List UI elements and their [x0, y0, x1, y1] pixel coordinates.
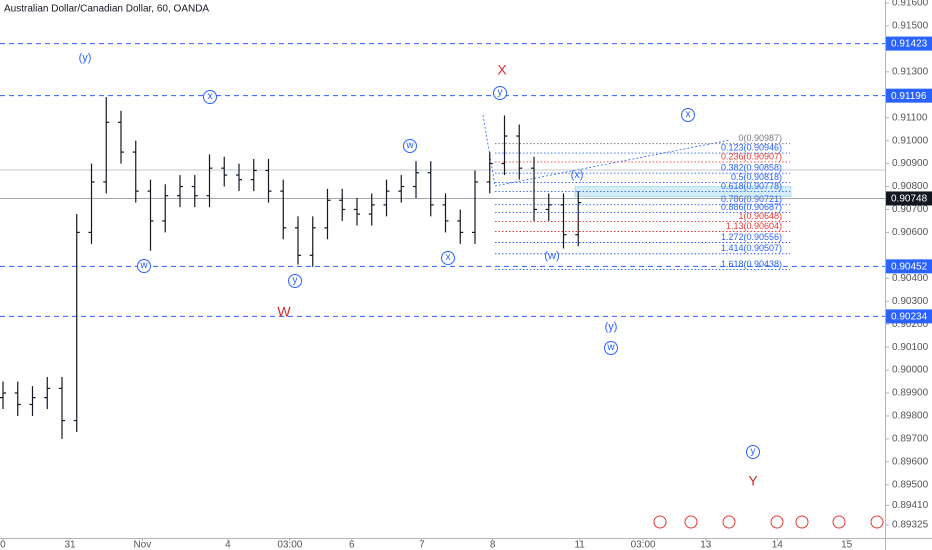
chart-title: Australian Dollar/Canadian Dollar, 60, O… — [4, 4, 209, 15]
fib-zone — [574, 186, 792, 197]
fib-label: 0.5(0.90818) — [731, 172, 782, 182]
price-level-label: 0.90748 — [891, 194, 928, 205]
wave-circle — [441, 251, 455, 265]
wave-label: X — [497, 62, 507, 78]
wave-circle — [746, 445, 760, 459]
y-tick-label: 0.90700 — [892, 204, 929, 215]
x-tick-label: 14 — [772, 540, 784, 550]
fib-label: 0.382(0.90858) — [721, 163, 782, 173]
wave-label: Y — [748, 473, 758, 489]
fib-label: 0.236(0.90907) — [721, 151, 782, 161]
fib-label: 0.786(0.90721) — [721, 194, 782, 204]
price-level-box — [886, 309, 932, 324]
x-tick-label: 15 — [841, 540, 853, 550]
event-icon[interactable] — [870, 515, 884, 529]
y-tick-label: 0.90000 — [892, 365, 929, 376]
x-tick-label: 03:00 — [631, 540, 656, 550]
x-tick-label: 13 — [700, 540, 712, 550]
fib-label: 1(0.90648) — [738, 211, 782, 221]
wave-circle — [403, 139, 417, 153]
wave-label: W — [277, 304, 291, 320]
y-tick-label: 0.89325 — [892, 520, 929, 531]
fib-label: 0.123(0.90946) — [721, 142, 782, 152]
price-level-box — [886, 259, 932, 274]
x-tick-label: 31 — [65, 540, 77, 550]
event-icon[interactable] — [832, 515, 846, 529]
wave-circle — [137, 259, 151, 273]
price-level-box — [886, 191, 932, 206]
price-level-label: 0.91423 — [891, 39, 928, 50]
y-tick-label: 0.90200 — [892, 319, 929, 330]
y-tick-label: 0.91300 — [892, 66, 929, 77]
price-level-box — [886, 88, 932, 103]
event-icon[interactable] — [653, 515, 667, 529]
event-icon[interactable] — [684, 515, 698, 529]
x-tick-label: 0 — [0, 540, 6, 550]
wave-circle — [604, 341, 618, 355]
y-tick-label: 0.90100 — [892, 342, 929, 353]
y-tick-label: 0.89600 — [892, 456, 929, 467]
price-level-box — [886, 36, 932, 51]
wave-label: y — [498, 87, 503, 98]
y-tick-label: 0.89700 — [892, 434, 929, 445]
fib-label: 1.272(0.90556) — [721, 232, 782, 242]
fib-label: 1.414(0.90507) — [721, 243, 782, 253]
wave-label: x — [686, 109, 691, 120]
event-icon[interactable] — [770, 515, 784, 529]
y-tick-label: 0.91600 — [892, 0, 929, 9]
event-icons — [653, 515, 884, 529]
y-tick-label: 0.89500 — [892, 479, 929, 490]
wave-label: w — [139, 260, 148, 271]
wave-label: (y) — [605, 321, 618, 333]
y-tick-label: 0.89800 — [892, 411, 929, 422]
fib-label: 0.886(0.90687) — [721, 202, 782, 212]
wave-label: (w) — [544, 250, 559, 262]
price-level-label: 0.90452 — [891, 262, 928, 273]
wave-circle — [681, 108, 695, 122]
y-tick-label: 0.90800 — [892, 181, 929, 192]
x-tick-label: 4 — [225, 540, 231, 550]
wave-circle — [493, 86, 507, 100]
y-tick-label: 0.89900 — [892, 388, 929, 399]
y-tick-label: 0.90300 — [892, 296, 929, 307]
fib-label: 0.618(0.90778) — [721, 181, 782, 191]
x-tick-label: 11 — [574, 540, 585, 550]
wave-label: (y) — [79, 52, 92, 64]
wave-label: (x) — [571, 169, 584, 181]
y-tick-label: 0.91100 — [892, 112, 928, 123]
x-tick-label: Nov — [133, 540, 151, 550]
y-tick-label: 0.90900 — [892, 158, 929, 169]
trend-line — [482, 114, 496, 187]
wave-label: w — [405, 140, 414, 151]
wave-label: x — [208, 91, 213, 102]
event-icon[interactable] — [795, 515, 809, 529]
y-tick-label: 0.91500 — [892, 21, 929, 32]
x-tick-label: 7 — [419, 540, 425, 550]
wave-label: y — [293, 275, 298, 286]
x-tick-label: 8 — [490, 540, 496, 550]
x-tick-label: 6 — [349, 540, 355, 550]
y-tick-label: 0.90400 — [892, 273, 929, 284]
wave-label: w — [606, 342, 615, 353]
price-level-label: 0.90234 — [891, 312, 928, 323]
wave-label: x — [446, 252, 451, 263]
wave-circle — [288, 274, 302, 288]
y-tick-label: 0.91000 — [892, 135, 929, 146]
x-tick-label: 03:00 — [277, 540, 302, 550]
wave-label: y — [751, 446, 756, 457]
price-level-label: 0.91196 — [891, 91, 927, 102]
y-tick-label: 0.89410 — [892, 500, 929, 511]
fib-label: 1.618(0.90438) — [721, 259, 782, 269]
y-tick-label: 0.90600 — [892, 227, 929, 238]
wave-circle — [203, 90, 217, 104]
event-icon[interactable] — [722, 515, 736, 529]
fib-label: 0(0.90987) — [738, 133, 782, 143]
fib-label: 1.13(0.90604) — [726, 221, 782, 231]
